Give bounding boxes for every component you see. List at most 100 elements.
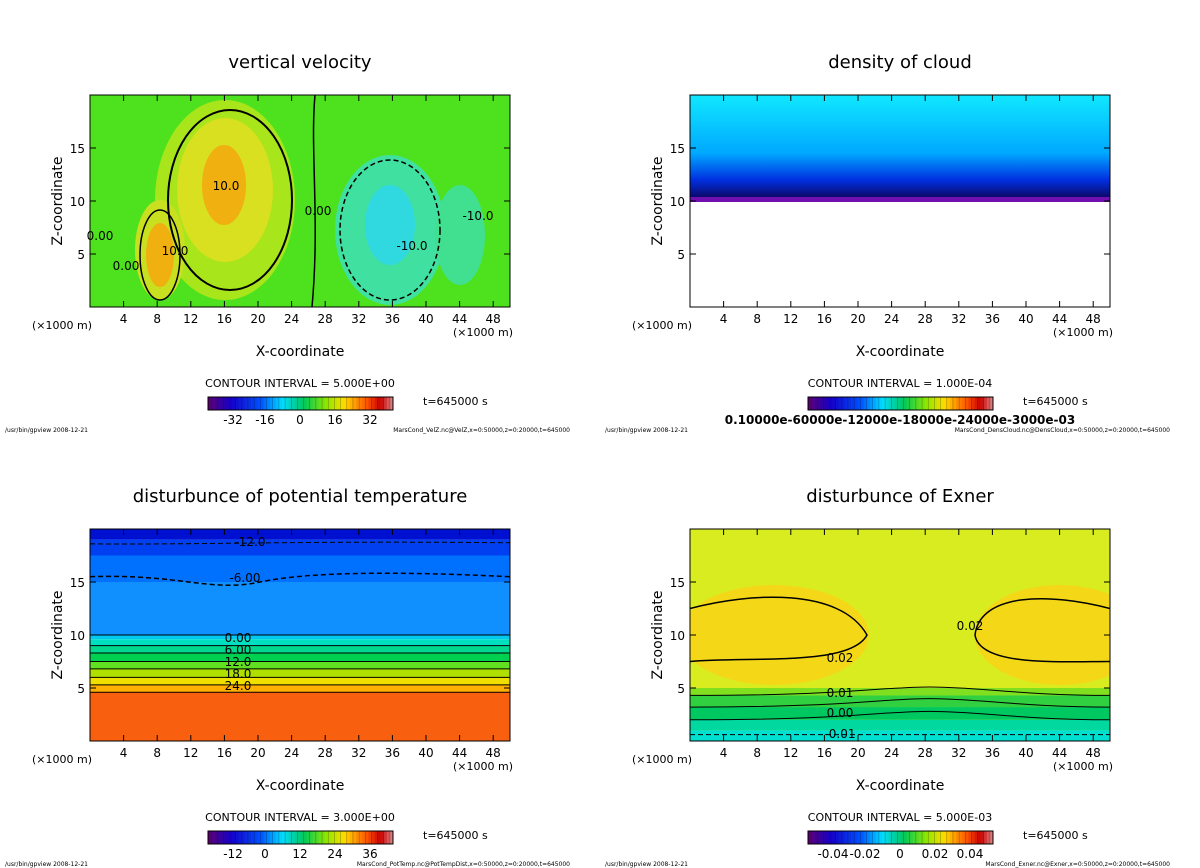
- x-tick-label: 40: [1018, 312, 1033, 326]
- colorbar-swatch: [811, 397, 815, 410]
- temperature-band: [90, 668, 510, 678]
- contour-line: [690, 686, 1110, 696]
- colorbar-swatch: [371, 397, 375, 410]
- contour-label: 10.0: [213, 179, 240, 193]
- colorbar-swatch: [377, 831, 381, 844]
- colorbar-swatch: [254, 397, 258, 410]
- colorbar-swatch: [989, 397, 994, 410]
- x-tick-label: 4: [120, 746, 128, 760]
- contour-label: -10.0: [396, 239, 427, 253]
- x-tick-label: 48: [486, 312, 501, 326]
- colorbar-swatch: [922, 397, 926, 410]
- colorbar-swatch: [266, 831, 270, 844]
- contour-line: [690, 710, 1110, 721]
- colorbar-tick-label: 16: [327, 413, 342, 427]
- y-tick-label: 15: [70, 142, 85, 156]
- y-tick-label: 5: [677, 248, 685, 262]
- colorbar-swatch: [820, 831, 824, 844]
- colorbar-swatch: [309, 397, 314, 410]
- x-tick-label: 16: [817, 746, 832, 760]
- colorbar-swatch: [343, 397, 348, 410]
- x-unit-label-right: (×1000 m): [1053, 760, 1113, 773]
- x-unit-label-left: (×1000 m): [32, 753, 92, 766]
- colorbar-swatch: [940, 397, 944, 410]
- contour-interval-text: CONTOUR INTERVAL = 1.000E-04: [808, 377, 992, 390]
- colorbar-swatch: [962, 397, 966, 410]
- colorbar-swatch: [275, 397, 280, 410]
- y-tick-label: 10: [70, 629, 85, 643]
- field-region: [974, 585, 1110, 685]
- x-tick-label: 28: [318, 746, 333, 760]
- y-tick-label: 5: [677, 682, 685, 696]
- time-label: t=645000 s: [1023, 395, 1088, 408]
- colorbar-swatch: [866, 397, 870, 410]
- colorbar-swatch: [851, 831, 855, 844]
- colorbar-swatch: [306, 397, 311, 410]
- colorbar-swatch: [968, 831, 972, 844]
- y-tick-label: 10: [670, 195, 685, 209]
- colorbar-tick-label: 12: [292, 847, 307, 861]
- exner-band: [690, 688, 1110, 696]
- colorbar-swatch: [946, 397, 951, 410]
- colorbar-swatch: [974, 831, 978, 844]
- colorbar-swatch: [949, 831, 954, 844]
- colorbar-swatch: [863, 831, 867, 844]
- colorbar-swatch: [214, 831, 218, 844]
- colorbar-swatch: [208, 831, 212, 844]
- chart-title: density of cloud: [828, 52, 972, 73]
- contour-label: 0.00: [827, 706, 854, 720]
- colorbar-swatch: [860, 831, 864, 844]
- colorbar-swatch: [362, 397, 366, 410]
- x-axis-label: X-coordinate: [856, 778, 945, 794]
- y-tick-label: 10: [70, 195, 85, 209]
- colorbar-swatch: [934, 831, 938, 844]
- contour-fill: [90, 529, 510, 741]
- colorbar-swatch: [278, 831, 283, 844]
- colorbar-swatch: [832, 831, 837, 844]
- x-tick-label: 44: [1052, 312, 1067, 326]
- colorbar-swatch: [909, 831, 914, 844]
- contour-line: [974, 598, 1110, 663]
- x-tick-label: 4: [120, 312, 128, 326]
- colorbar-swatch: [352, 831, 357, 844]
- field-region: [435, 185, 485, 285]
- x-tick-label: 4: [720, 746, 728, 760]
- colorbar-swatch: [235, 397, 240, 410]
- colorbar-swatch: [823, 831, 827, 844]
- x-tick-label: 12: [783, 312, 798, 326]
- colorbar-swatch: [851, 397, 855, 410]
- colorbar-swatch: [959, 397, 963, 410]
- colorbar-swatch: [980, 831, 985, 844]
- colorbar-frame: [207, 396, 394, 411]
- x-tick-label: 36: [385, 746, 400, 760]
- colorbar-swatch: [288, 831, 292, 844]
- colorbar-swatch: [894, 831, 898, 844]
- colorbar-swatch: [814, 831, 818, 844]
- contour-label: 0.02: [957, 619, 984, 633]
- colorbar-swatch: [223, 831, 227, 844]
- colorbar-swatch: [346, 831, 351, 844]
- colorbar-swatch: [294, 397, 298, 410]
- colorbar-swatch: [826, 397, 830, 410]
- colorbar-swatch: [986, 831, 991, 844]
- colorbar-swatch: [878, 831, 883, 844]
- contour-label: 6.00: [225, 643, 252, 657]
- colorbar-swatch: [328, 831, 332, 844]
- y-tick-label: 10: [670, 629, 685, 643]
- colorbar-swatch: [340, 397, 344, 410]
- x-tick-label: 40: [418, 746, 433, 760]
- x-tick-label: 20: [850, 746, 865, 760]
- colorbar-swatch: [217, 397, 221, 410]
- exner-band: [690, 730, 1110, 741]
- colorbar-swatch: [217, 831, 221, 844]
- x-tick-label: 8: [153, 746, 161, 760]
- colorbar-swatch: [294, 831, 298, 844]
- contour-label: -0.01: [824, 727, 855, 741]
- colorbar-swatch: [337, 831, 341, 844]
- colorbar-swatch: [835, 397, 840, 410]
- colorbar-swatch: [823, 397, 827, 410]
- colorbar-swatch: [278, 397, 283, 410]
- colorbar-swatch: [869, 397, 874, 410]
- colorbar-swatch: [820, 397, 824, 410]
- contour-label: 0.00: [87, 229, 114, 243]
